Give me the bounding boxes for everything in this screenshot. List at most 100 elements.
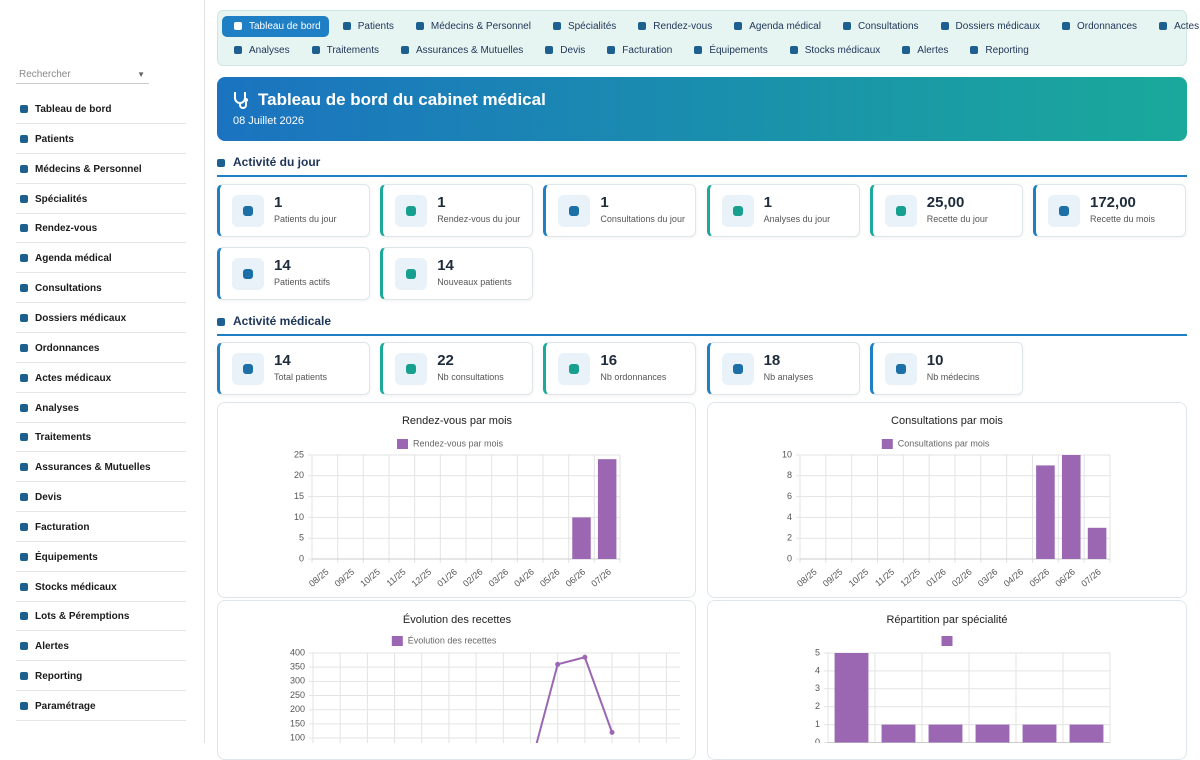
x-tick-label: 04/26 [1002,567,1026,589]
sidebar-item[interactable]: Rendez-vous [16,214,186,244]
icon [940,22,949,30]
nav-tab[interactable]: Médecins & Personnel [404,16,539,37]
chart-card [217,600,696,760]
icon [20,702,28,710]
sidebar-item[interactable]: Consultations [16,274,186,304]
sidebar-label: Facturation [35,521,90,533]
sidebar-label: Reporting [35,671,83,683]
sidebar-item[interactable]: Alertes [16,632,186,662]
sidebar-item[interactable]: Analyses [16,394,186,423]
nav-tab[interactable]: Consultations [831,16,927,37]
icon [406,364,417,374]
sidebar-item[interactable]: Assurances & Mutuelles [16,453,186,483]
nav-tab[interactable]: Reporting [958,40,1036,61]
x-tick-label: 09/25 [333,567,357,589]
icon [20,194,28,203]
sidebar-label: Paramétrage [35,701,96,712]
tab-label: Tableau de bord [249,21,321,32]
tab-label: Spécialités [567,21,617,32]
page-title: Tableau de bord du cabinet médical [258,90,546,109]
search-select[interactable]: Rechercher ▼ [16,66,149,84]
stat-label: Patients actifs [274,277,331,287]
sidebar-item[interactable]: Devis [16,483,186,513]
nav-tab[interactable]: Analyses [222,40,298,61]
nav-tab[interactable]: Stocks médicaux [778,40,889,61]
stat-label: Analyses du jour [763,214,831,224]
icon [20,254,28,263]
x-tick-label: 02/26 [461,567,485,589]
legend-swatch [941,636,953,646]
sidebar-item[interactable]: Agenda médical [16,244,186,274]
stat-value: 1 [600,194,609,211]
y-tick-label: 25 [294,449,304,459]
stat-value: 172,00 [1090,194,1136,211]
sidebar-item[interactable]: Équipements [16,543,186,572]
stat-label: Nb médecins [926,372,980,382]
nav-tab[interactable]: Alertes [890,40,956,61]
stat-label: Recette du mois [1090,214,1156,224]
nav-tab[interactable]: Rendez-vous [626,16,720,37]
sidebar-item[interactable]: Dossiers médicaux [16,304,186,333]
stat-card: 172,00 Recette du mois [1033,184,1186,237]
tab-label: Traitements [326,45,379,56]
bar [597,459,617,559]
sidebar-item[interactable]: Traitements [16,423,186,453]
x-tick-label: 05/26 [1028,567,1052,589]
nav-tab[interactable]: Dossiers médicaux [929,16,1048,37]
icon [842,22,851,30]
nav-tab[interactable]: Équipements [682,40,775,61]
section-title: Activité du jour [217,155,320,169]
sidebar-item[interactable]: Actes médicaux [16,364,186,393]
sidebar-item[interactable]: Reporting [16,662,186,692]
nav-tab[interactable]: Actes médicaux [1147,16,1200,37]
sidebar-item[interactable]: Spécialités [16,185,186,214]
sidebar-item[interactable]: Lots & Péremptions [16,602,186,632]
sidebar-item[interactable]: Médecins & Personnel [16,155,186,184]
nav-tab[interactable]: Devis [533,40,593,61]
icon [20,582,28,591]
nav-tab[interactable]: Agenda médical [722,16,829,37]
sidebar-item[interactable]: Facturation [16,513,186,542]
y-tick-label: 200 [290,704,305,714]
bar [881,724,916,743]
sidebar-item[interactable]: Stocks médicaux [16,573,186,602]
y-tick-label: 0 [815,737,820,743]
stat-card: 10 Nb médecins [869,342,1023,395]
icon-box [884,195,917,227]
point [582,654,588,660]
nav-tab[interactable]: Tableau de bord [222,16,329,37]
chart-title: Rendez-vous par mois [402,415,513,427]
nav-tab[interactable]: Facturation [595,40,680,61]
y-tick-label: 0 [299,553,304,563]
sidebar-label: Patients [35,133,74,145]
nav-tab[interactable]: Patients [331,16,402,37]
stat-value: 1 [437,194,446,211]
x-tick-label: 11/25 [873,567,896,589]
icon [217,318,225,326]
icon [243,269,253,279]
sidebar-label: Traitements [35,432,92,444]
icon [545,46,554,54]
nav-tab[interactable]: Spécialités [541,16,624,37]
stat-card: 18 Nb analyses [706,342,860,395]
icon [234,22,242,30]
line [535,656,613,743]
nav-tab[interactable]: Assurances & Mutuelles [389,40,531,61]
sidebar-item[interactable]: Paramétrage [16,692,186,721]
nav-tab[interactable]: Traitements [300,40,387,61]
stat-value: 22 [437,352,454,369]
y-tick-label: 0 [787,553,792,563]
tab-label: Ordonnances [1077,21,1138,32]
nav-tab[interactable]: Ordonnances [1050,16,1145,37]
bar [1036,465,1055,559]
x-tick-label: 08/25 [307,567,331,589]
stat-card: 14 Nouveaux patients [380,247,534,300]
sidebar-item[interactable]: Tableau de bord [16,95,186,124]
stat-card: 1 Rendez-vous du jour [380,184,534,237]
legend-label: Rendez-vous par mois [413,438,504,448]
icon [20,493,28,502]
stat-value: 1 [274,194,283,211]
sidebar-item[interactable]: Ordonnances [16,334,186,363]
icon-box [558,195,591,227]
sidebar-item[interactable]: Patients [16,125,186,154]
